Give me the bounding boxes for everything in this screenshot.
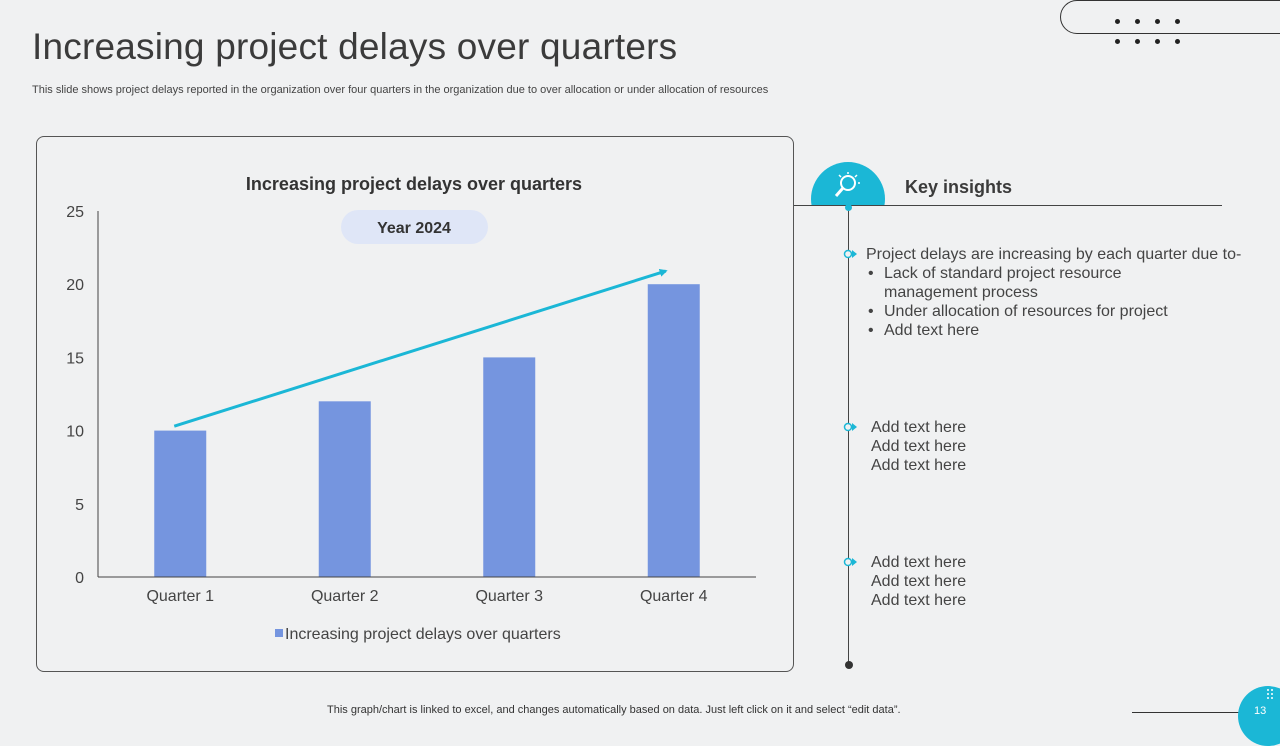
x-tick-label: Quarter 2 [311, 588, 379, 605]
y-tick-label: 10 [66, 424, 84, 441]
insight-line: Add text here [871, 554, 967, 571]
insight-line: Add text here [871, 592, 967, 609]
insights-divider-line [794, 205, 1222, 206]
x-tick-label: Quarter 4 [640, 588, 708, 605]
insight-bullet: Lack of standard project resource manage… [866, 264, 1134, 302]
year-badge [341, 210, 488, 244]
chart-title: Increasing project delays over quarters [246, 174, 582, 194]
panel-background [794, 206, 1244, 246]
insight-line: Add text here [871, 419, 967, 436]
insight-line: Add text here [871, 438, 967, 455]
y-tick-label: 20 [66, 277, 84, 294]
y-tick-label: 25 [66, 204, 84, 221]
bar-2[interactable] [318, 401, 371, 577]
insight-bullet: Add text here [866, 321, 1266, 340]
bar-3[interactable] [483, 357, 536, 577]
bar-4[interactable] [647, 284, 700, 577]
chart-frame[interactable] [36, 136, 794, 672]
bar-chart[interactable]: Increasing project delays over quarters … [36, 136, 794, 672]
timeline-start-dot [845, 204, 852, 211]
y-tick-label: 5 [75, 497, 84, 514]
insight-block-2: Add text here Add text here Add text her… [871, 418, 966, 475]
bar-1[interactable] [154, 430, 207, 577]
insight-line: Add text here [871, 573, 967, 590]
page-subtitle: This slide shows project delays reported… [32, 84, 769, 96]
timeline-marker-icon [843, 422, 857, 432]
legend-swatch [275, 629, 283, 637]
decorative-pill [1060, 0, 1280, 34]
footer-divider [1132, 712, 1242, 713]
legend-label: Increasing project delays over quarters [285, 626, 561, 643]
x-tick-label: Quarter 1 [146, 588, 214, 605]
insight-block-1: Project delays are increasing by each qu… [866, 245, 1266, 340]
x-tick-label: Quarter 3 [475, 588, 543, 605]
lightbulb-search-icon [834, 172, 860, 197]
decorative-dots-icon [1115, 19, 1195, 53]
insight-bullet: Under allocation of resources for projec… [866, 302, 1266, 321]
key-insights-heading: Key insights [905, 177, 1013, 197]
insight-lead: Project delays are increasing by each qu… [866, 246, 1242, 263]
timeline-marker-icon [843, 249, 857, 259]
timeline-line [848, 206, 849, 666]
page-number: 13 [1254, 705, 1267, 717]
timeline-marker-icon [843, 557, 857, 567]
year-badge-label: Year 2024 [377, 220, 451, 237]
page-title: Increasing project delays over quarters [32, 26, 678, 67]
footer-note: This graph/chart is linked to excel, and… [327, 704, 901, 716]
timeline-end-dot [845, 661, 853, 669]
insight-line: Add text here [871, 457, 967, 474]
trend-arrow [173, 269, 668, 428]
y-tick-label: 0 [75, 570, 84, 587]
y-tick-label: 15 [66, 350, 84, 367]
insight-block-3: Add text here Add text here Add text her… [871, 553, 966, 610]
